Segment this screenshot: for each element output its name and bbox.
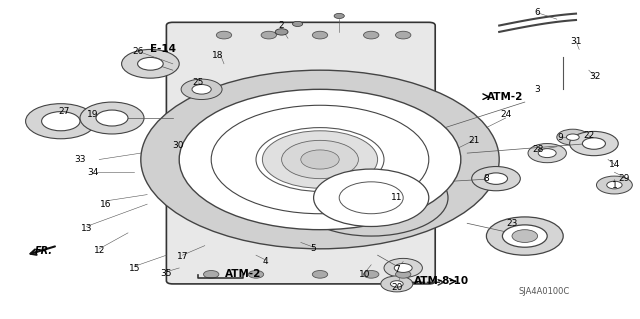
Circle shape [294, 160, 448, 236]
Circle shape [339, 182, 403, 214]
Text: 10: 10 [359, 270, 371, 279]
Text: SJA4A0100C: SJA4A0100C [518, 287, 570, 296]
Text: 8: 8 [484, 174, 489, 183]
Text: 1: 1 [612, 181, 617, 189]
Text: 23: 23 [506, 219, 518, 228]
Circle shape [512, 230, 538, 242]
Text: 18: 18 [212, 51, 223, 60]
Text: 7: 7 [394, 265, 399, 274]
Text: 11: 11 [391, 193, 403, 202]
Text: 6: 6 [535, 8, 540, 17]
Circle shape [364, 31, 379, 39]
Circle shape [528, 144, 566, 163]
Circle shape [334, 13, 344, 19]
Circle shape [301, 150, 339, 169]
Circle shape [320, 172, 422, 223]
Text: 34: 34 [87, 168, 99, 177]
Text: 22: 22 [583, 131, 595, 140]
Circle shape [186, 93, 454, 226]
Circle shape [394, 263, 412, 272]
Text: 19: 19 [87, 110, 99, 119]
Circle shape [211, 105, 429, 214]
Circle shape [314, 169, 429, 226]
Text: 33: 33 [74, 155, 86, 164]
Circle shape [582, 138, 605, 149]
Circle shape [384, 258, 422, 278]
Circle shape [292, 21, 303, 26]
Circle shape [138, 57, 163, 70]
Circle shape [181, 79, 222, 100]
FancyBboxPatch shape [166, 22, 435, 284]
Circle shape [262, 131, 378, 188]
Text: 25: 25 [193, 78, 204, 87]
Text: 20: 20 [391, 283, 403, 292]
Text: 31: 31 [570, 37, 582, 46]
Text: 5: 5 [311, 244, 316, 253]
Circle shape [484, 173, 508, 184]
Text: ATM-8-10: ATM-8-10 [414, 276, 469, 286]
Circle shape [96, 110, 128, 126]
Circle shape [566, 134, 579, 140]
Circle shape [275, 29, 288, 35]
Text: FR.: FR. [35, 246, 52, 256]
Text: 30: 30 [172, 141, 184, 150]
Circle shape [396, 31, 411, 39]
Circle shape [596, 176, 632, 194]
Circle shape [486, 217, 563, 255]
Circle shape [224, 112, 416, 207]
Circle shape [179, 89, 461, 230]
Text: 9: 9 [557, 133, 563, 142]
Circle shape [42, 112, 80, 131]
Circle shape [312, 271, 328, 278]
Circle shape [396, 271, 411, 278]
Text: 15: 15 [129, 264, 140, 273]
Circle shape [570, 131, 618, 156]
Text: 4: 4 [263, 257, 268, 266]
Text: ATM-2: ATM-2 [488, 92, 524, 102]
Circle shape [364, 271, 379, 278]
Text: 35: 35 [161, 269, 172, 278]
Text: 14: 14 [609, 160, 620, 169]
Text: 28: 28 [532, 145, 543, 154]
Text: 21: 21 [468, 136, 479, 145]
Circle shape [538, 149, 556, 158]
Text: 13: 13 [81, 224, 92, 233]
Text: 17: 17 [177, 252, 188, 261]
Circle shape [122, 49, 179, 78]
Circle shape [312, 31, 328, 39]
Circle shape [261, 31, 276, 39]
Circle shape [607, 181, 622, 189]
Text: 27: 27 [58, 107, 70, 116]
Circle shape [192, 85, 211, 94]
Circle shape [381, 276, 413, 292]
Circle shape [390, 281, 403, 287]
Text: 26: 26 [132, 47, 143, 56]
Text: 16: 16 [100, 200, 111, 209]
Text: 24: 24 [500, 110, 511, 119]
Circle shape [26, 104, 96, 139]
Circle shape [502, 225, 547, 247]
Circle shape [216, 31, 232, 39]
Text: 12: 12 [93, 246, 105, 255]
Circle shape [256, 128, 384, 191]
Text: 2: 2 [279, 21, 284, 30]
Text: E-14: E-14 [150, 44, 176, 55]
Text: ATM-2: ATM-2 [225, 269, 261, 279]
Circle shape [472, 167, 520, 191]
Circle shape [282, 140, 358, 179]
Circle shape [204, 271, 219, 278]
Circle shape [141, 70, 499, 249]
Text: 3: 3 [535, 85, 540, 94]
Circle shape [557, 129, 589, 145]
Text: 32: 32 [589, 72, 601, 81]
Text: 29: 29 [618, 174, 630, 183]
Circle shape [248, 271, 264, 278]
Circle shape [80, 102, 144, 134]
